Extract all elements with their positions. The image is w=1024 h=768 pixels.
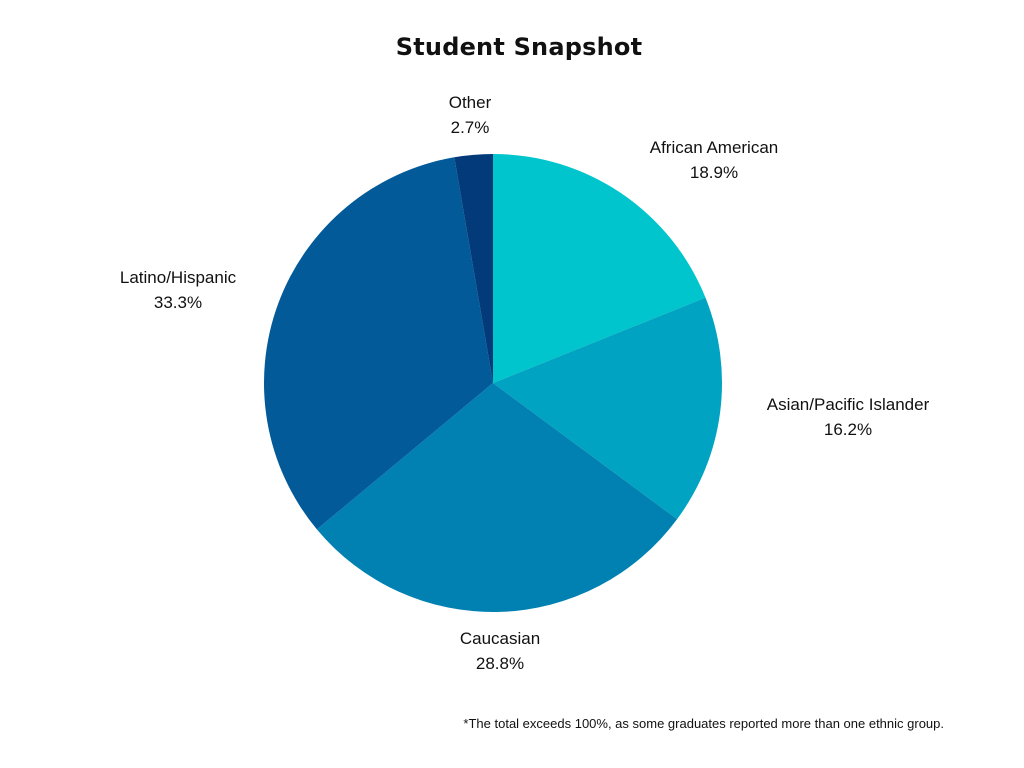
pie-slice-latino-hispanic <box>263 157 493 530</box>
pie-slice-other <box>454 154 493 383</box>
slice-name: Other <box>448 93 492 112</box>
slice-label-other: Other 2.7% <box>449 90 492 140</box>
pie-slices <box>263 154 723 613</box>
slice-name: African American <box>649 138 779 157</box>
slice-name: Latino/Hispanic <box>119 268 237 287</box>
slice-label-latino-hispanic: Latino/Hispanic 33.3% <box>120 265 236 315</box>
slice-name: Caucasian <box>459 629 541 648</box>
pie-slice-african-american <box>493 154 706 383</box>
slice-label-caucasian: Caucasian 28.8% <box>460 626 540 676</box>
slice-value: 28.8% <box>475 654 525 673</box>
slice-value: 16.2% <box>823 420 873 439</box>
chart-title: Student Snapshot <box>395 33 643 61</box>
slice-value: 18.9% <box>689 163 739 182</box>
slice-name: Asian/Pacific Islander <box>766 395 930 414</box>
pie-slice-caucasian <box>316 383 678 613</box>
slice-value: 2.7% <box>450 118 490 137</box>
slice-label-asian-pacific-islander: Asian/Pacific Islander 16.2% <box>767 392 930 442</box>
chart-footnote: *The total exceeds 100%, as some graduat… <box>463 716 944 731</box>
slice-value: 33.3% <box>153 293 203 312</box>
pie-slice-asian-pacific-islander <box>493 297 723 520</box>
slice-label-african-american: African American 18.9% <box>650 135 779 185</box>
